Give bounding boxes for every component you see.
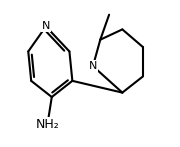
Text: N: N xyxy=(42,21,50,31)
Text: NH₂: NH₂ xyxy=(35,118,59,131)
Text: N: N xyxy=(89,61,97,71)
